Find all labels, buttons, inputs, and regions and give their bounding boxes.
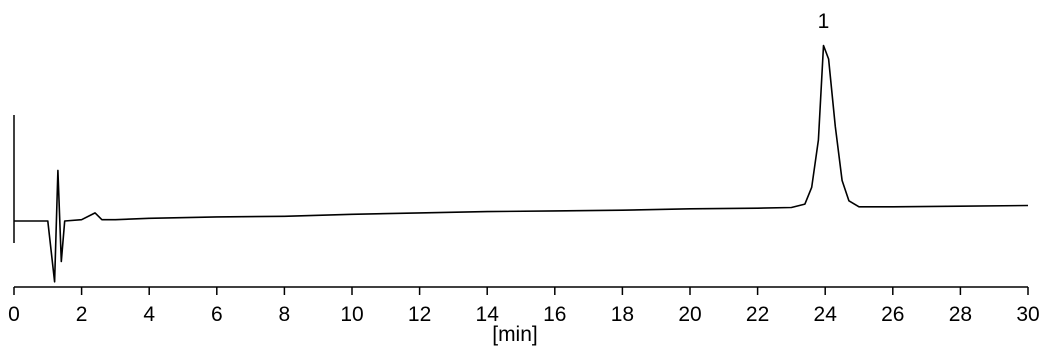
trace-layer: [14, 44, 1029, 283]
x-tick-label: 14: [476, 303, 500, 326]
peak-label: 1: [818, 10, 830, 33]
chromatogram-trace: [14, 44, 1029, 283]
x-tick-label: 28: [949, 303, 972, 326]
x-tick-label: 26: [881, 303, 904, 326]
x-tick-label: 2: [76, 303, 88, 326]
x-tick-label: 22: [746, 303, 769, 326]
x-axis-ticks: 0 2 4 6 8 10 12 14 16 18 20 22 24 26 28 30: [8, 287, 1040, 326]
x-tick-label: 12: [408, 303, 431, 326]
x-tick-label: 4: [143, 303, 155, 326]
x-tick-label: 30: [1016, 303, 1039, 326]
x-tick-label: 20: [678, 303, 701, 326]
x-tick-label: 0: [8, 303, 20, 326]
x-tick-label: 6: [211, 303, 223, 326]
x-tick-label: 16: [543, 303, 566, 326]
x-tick-label: 10: [340, 303, 363, 326]
x-tick-label: 8: [279, 303, 291, 326]
peak-annotations: 1: [818, 10, 830, 33]
x-axis-title: [min]: [492, 323, 538, 346]
x-tick-label: 18: [611, 303, 634, 326]
x-tick-label: 24: [814, 303, 838, 326]
